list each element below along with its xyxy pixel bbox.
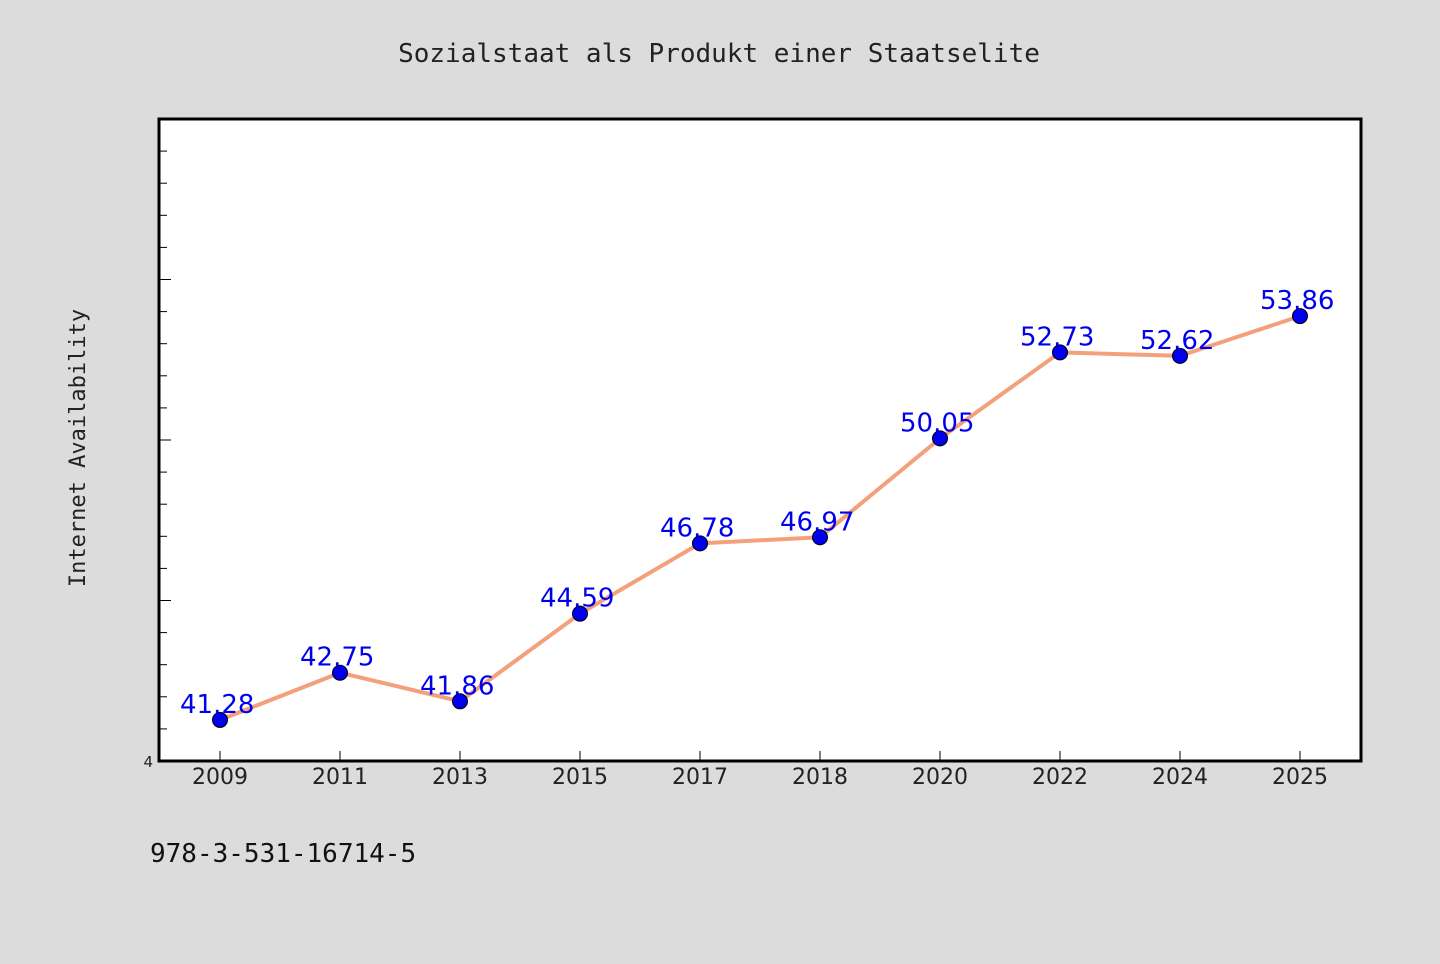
data-label: 46.97	[780, 507, 854, 537]
y-tick-label: 4	[143, 753, 153, 771]
x-tick-label: 2011	[312, 765, 368, 790]
x-tick-label: 2022	[1032, 765, 1088, 790]
y-axis-ticks: 4	[143, 118, 171, 771]
isbn-footer: 978-3-531-16714-5	[150, 839, 416, 869]
data-point	[1292, 308, 1308, 325]
data-point	[572, 605, 588, 622]
data-label: 52.62	[1140, 326, 1214, 356]
x-tick-label: 2018	[792, 765, 848, 790]
x-tick-label: 2020	[912, 765, 968, 790]
data-label: 46.78	[660, 513, 734, 543]
data-label: 44.59	[540, 584, 614, 614]
series-line	[218, 314, 1302, 722]
data-label: 41.86	[420, 671, 494, 701]
data-label: 50.05	[900, 408, 974, 438]
data-label: 42.75	[300, 643, 374, 673]
data-point	[452, 693, 468, 710]
data-point	[932, 430, 948, 447]
data-label: 41.28	[180, 690, 254, 720]
chart-title: Sozialstaat als Produkt einer Staatselit…	[398, 39, 1040, 69]
data-point	[812, 529, 828, 546]
x-tick-label: 2009	[192, 765, 248, 790]
x-tick-label: 2025	[1272, 765, 1328, 790]
x-tick-label: 2017	[672, 765, 728, 790]
x-axis-ticks: 2009 2011 2013 2015 2017 2018 2020 2022 2024 2025	[192, 751, 1328, 790]
series-layer: 41.28 42.75 41.86 44.59 46.78 46.97 50.05 52.73…	[180, 286, 1334, 728]
data-point	[1052, 344, 1068, 361]
data-point	[692, 535, 708, 552]
y-axis-label: Internet Availability	[66, 309, 91, 587]
data-point	[332, 664, 348, 681]
data-label: 53.86	[1260, 286, 1334, 316]
data-label: 52.73	[1020, 322, 1094, 352]
plot-area	[157, 117, 1363, 763]
x-tick-label: 2013	[432, 765, 488, 790]
x-tick-label: 2015	[552, 765, 608, 790]
x-tick-label: 2024	[1152, 765, 1208, 790]
data-point	[212, 711, 228, 728]
data-point	[1172, 347, 1188, 364]
